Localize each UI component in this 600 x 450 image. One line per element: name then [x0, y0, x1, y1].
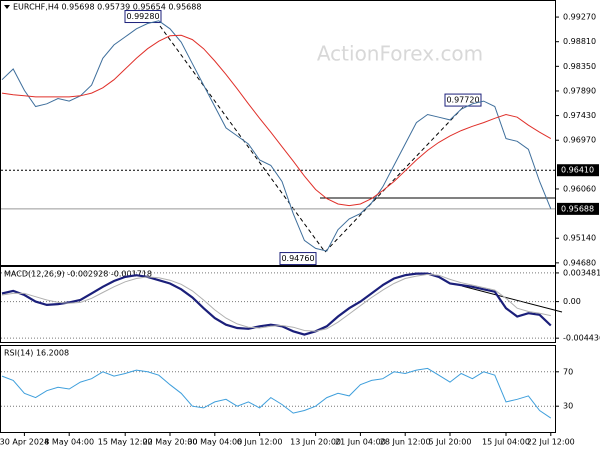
annotation: 0.97720 — [446, 96, 479, 105]
y-tick-label: 0.98810 — [563, 37, 596, 46]
trend-line — [324, 99, 471, 253]
x-tick-label: 22 May 20:00 — [143, 438, 198, 447]
annotation: 0.99280 — [126, 12, 159, 21]
macd-trend-line — [461, 285, 563, 313]
y-tick-label: 0.98350 — [563, 62, 596, 71]
y-tick-label: 70 — [563, 367, 573, 376]
annotation-box — [279, 252, 317, 266]
rsi-panel — [0, 345, 556, 433]
price-label-box — [557, 164, 599, 177]
x-tick-label: 5 Jul 20:00 — [429, 438, 472, 447]
x-tick-label: 22 Jul 12:00 — [527, 438, 575, 447]
x-tick-label: 15 Jul 04:00 — [482, 438, 530, 447]
y-tick-label: 0.003481 — [563, 268, 600, 277]
annotation: 0.94760 — [281, 254, 314, 263]
rsi-title: RSI(14) 16.2008 — [4, 349, 69, 358]
series-line — [1, 34, 552, 207]
x-tick-label: 30 Apr 2024 — [0, 438, 49, 447]
series-line — [1, 367, 552, 419]
annotation-box — [444, 93, 482, 107]
series-line — [1, 20, 552, 252]
price-label: 0.95688 — [561, 204, 594, 213]
y-tick-label: 0.96060 — [563, 184, 596, 193]
series-line — [1, 273, 551, 332]
chart-title: EURCHF,H4 0.95698 0.95739 0.95654 0.9568… — [13, 3, 201, 12]
x-tick-label: 30 May 04:00 — [187, 438, 242, 447]
y-tick-label: 0.95140 — [563, 234, 596, 243]
x-tick-label: 6 Jun 12:00 — [237, 438, 283, 447]
x-tick-label: 28 Jun 12:00 — [380, 438, 431, 447]
main-panel — [0, 0, 556, 266]
x-tick-label: 8 May 04:00 — [44, 438, 94, 447]
price-label-box — [557, 202, 599, 215]
macd-panel — [0, 266, 556, 343]
annotation-box — [124, 10, 162, 24]
x-tick-label: 13 Jun 20:00 — [290, 438, 341, 447]
y-tick-label: 30 — [563, 402, 573, 411]
y-tick-label: 0.97890 — [563, 86, 596, 95]
x-tick-label: 15 May 12:00 — [98, 438, 153, 447]
header-arrow — [4, 5, 10, 9]
x-tick-label: 21 Jun 04:00 — [335, 438, 386, 447]
y-tick-label: 0.99270 — [563, 13, 596, 22]
watermark: ActionForex.com — [317, 42, 483, 66]
price-label: 0.96410 — [561, 166, 594, 175]
y-tick-label: 0.97430 — [563, 111, 596, 120]
y-tick-label: 0.96970 — [563, 136, 596, 145]
y-tick-label: 0.94680 — [563, 258, 596, 267]
macd-title: MACD(12,26,9) -0.002928 -0.001718 — [4, 270, 152, 279]
y-tick-label: -0.004436 — [563, 334, 600, 343]
trend-line — [159, 25, 326, 253]
y-tick-label: 0.00 — [563, 297, 581, 306]
